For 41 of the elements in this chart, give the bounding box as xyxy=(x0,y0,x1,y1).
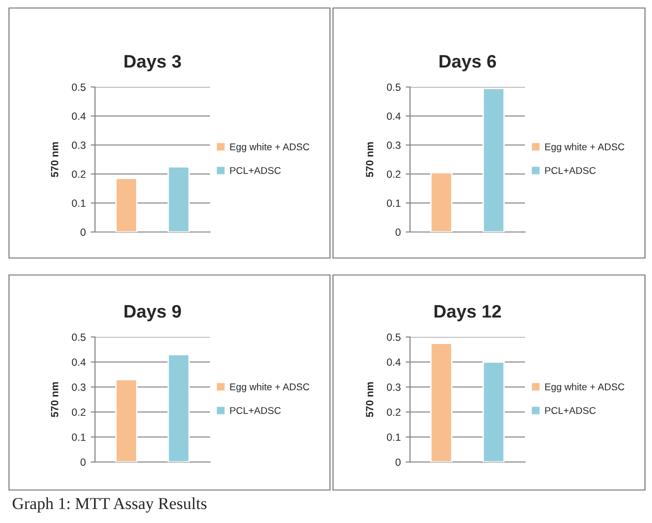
y-tick-label: 0.3 xyxy=(72,142,86,149)
y-tick-label: 0.3 xyxy=(72,384,86,391)
chart-title: Days 9 xyxy=(124,304,181,322)
y-tick-label: 0.4 xyxy=(72,358,86,366)
legend-label: Egg white + ADSC xyxy=(545,143,624,152)
y-tick-label: 0.2 xyxy=(386,170,400,178)
y-tick-label: 0.3 xyxy=(386,384,401,391)
legend-label: PCL+ADSC xyxy=(230,407,281,414)
y-tick-label: 0.1 xyxy=(386,434,400,441)
y-tick-label: 0.4 xyxy=(72,112,86,120)
chart-title: Days 3 xyxy=(124,54,181,72)
chart-title: Days 6 xyxy=(440,54,496,72)
chart-title: Days 12 xyxy=(434,304,501,322)
y-tick-label: 0.1 xyxy=(386,200,400,207)
y-tick-label: 0 xyxy=(80,228,86,236)
y-tick-label: 0.1 xyxy=(72,200,86,207)
y-tick-label: 0.5 xyxy=(386,334,401,341)
y-tick-label: 0.5 xyxy=(72,84,86,91)
y-axis-title: 570 nm xyxy=(50,382,58,418)
y-tick-label: 0.3 xyxy=(386,142,401,149)
y-tick-label: 0 xyxy=(396,458,401,466)
legend-label: PCL+ADSC xyxy=(545,407,596,414)
y-tick-label: 0 xyxy=(396,228,401,236)
y-tick-label: 0.5 xyxy=(72,334,86,341)
y-axis-title: 570 nm xyxy=(366,382,374,418)
y-tick-label: 0.4 xyxy=(386,112,401,120)
legend-label: Egg white + ADSC xyxy=(230,143,310,152)
caption: Graph 1: MTT Assay Results xyxy=(12,497,206,513)
legend-label: PCL+ADSC xyxy=(545,167,596,174)
y-tick-label: 0.4 xyxy=(386,358,401,366)
y-axis-title: 570 nm xyxy=(366,142,374,178)
y-axis-title: 570 nm xyxy=(50,142,58,178)
y-tick-label: 0.2 xyxy=(386,408,400,416)
legend-label: PCL+ADSC xyxy=(230,167,281,174)
y-tick-label: 0.5 xyxy=(386,84,401,91)
legend-label: Egg white + ADSC xyxy=(230,383,310,392)
legend-label: Egg white + ADSC xyxy=(545,383,624,392)
y-tick-label: 0.2 xyxy=(72,170,86,178)
y-tick-label: 0.1 xyxy=(72,434,86,441)
y-tick-label: 0 xyxy=(80,458,86,466)
y-tick-label: 0.2 xyxy=(72,408,86,416)
